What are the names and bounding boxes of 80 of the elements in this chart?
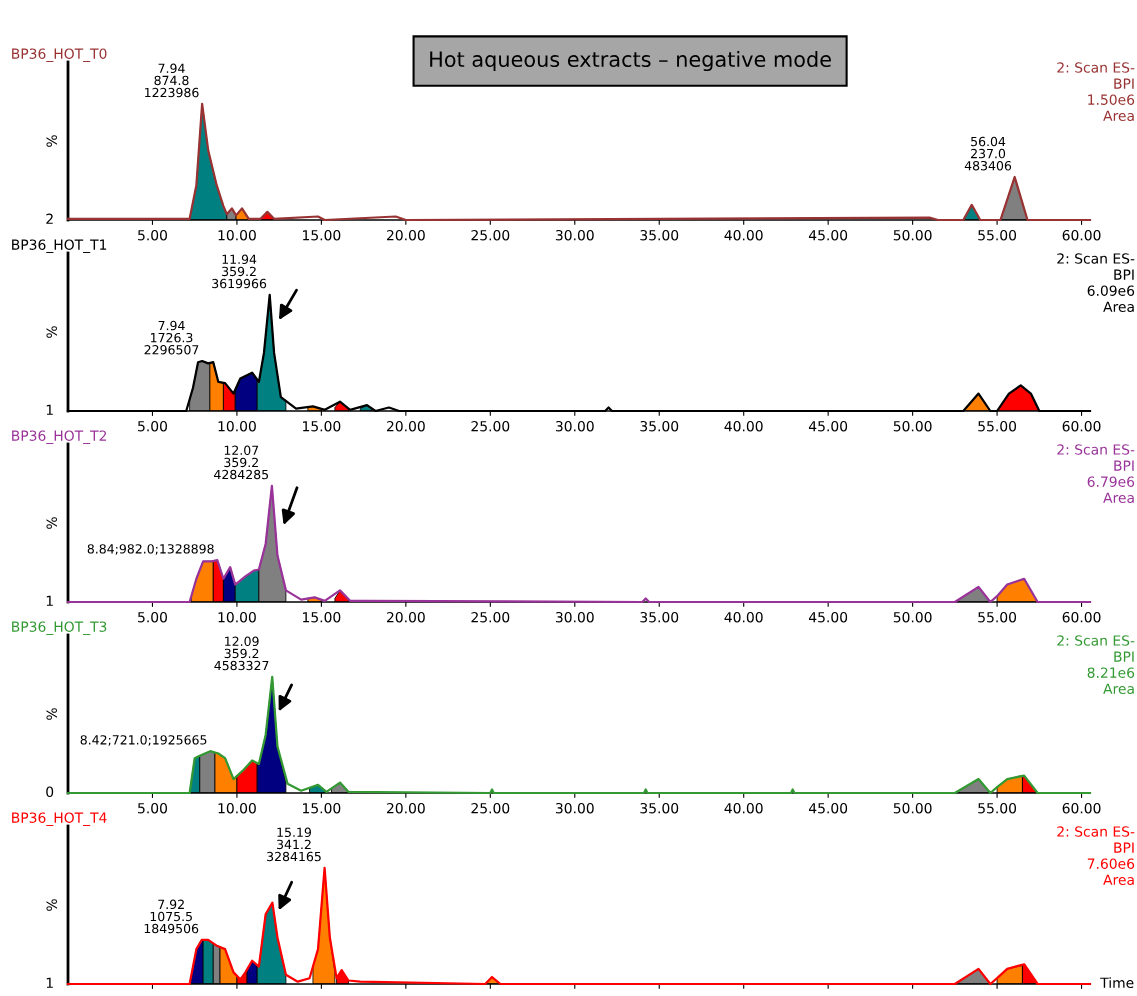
chart-title: BP36_HOT_T4: [12, 812, 107, 826]
x-tick-label: 35.00: [640, 802, 679, 814]
x-tick-label: 60.00: [1062, 611, 1101, 623]
x-tick-label: 20.00: [386, 229, 425, 241]
chart-subtitle: 2: Scan ES- BPI 6.09e6 Area: [1057, 253, 1135, 312]
x-tick-label: 25.00: [471, 802, 510, 814]
x-tick-label: 50.00: [893, 229, 932, 241]
x-tick-label: 35.00: [640, 611, 679, 623]
annotation: 8.42;721.0;1925665: [80, 735, 207, 746]
x-tick-label: 15.00: [303, 420, 341, 432]
x-tick-label: 5.00: [138, 802, 167, 814]
annotation: 12.09 359.2 4583327: [214, 636, 269, 671]
chart-subtitle: 2: Scan ES- BPI 6.79e6 Area: [1057, 444, 1135, 503]
annotation: 7.92 1075.5 1849506: [144, 899, 199, 934]
x-tick-label: 45.00: [808, 420, 848, 432]
chart-title: BP36_HOT_T1: [12, 239, 107, 253]
x-tick-label: 15.00: [303, 229, 341, 241]
y-axis-title: %: [46, 135, 57, 147]
x-tick-label: 5.00: [138, 611, 167, 623]
x-tick-label: 35.00: [640, 420, 679, 432]
chart-title: BP36_HOT_T0: [12, 48, 107, 62]
x-tick-label: 60.00: [1062, 802, 1101, 814]
y-axis-title: %: [46, 326, 57, 338]
annotation: 2: [46, 213, 53, 224]
annotation: 7.94 874.8 1223986: [145, 63, 199, 98]
x-tick-label: 25.00: [471, 611, 510, 623]
chart-subtitle: 2: Scan ES- BPI 1.50e6 Area: [1057, 62, 1135, 121]
chart-title: BP36_HOT_T2: [12, 430, 107, 444]
x-tick-label: 30.00: [555, 420, 594, 432]
annotation: 1: [46, 404, 53, 415]
x-tick-label: 60.00: [1062, 229, 1101, 241]
text: Hot aqueous extracts – negative mode: [430, 50, 831, 72]
x-tick-label: 25.00: [471, 229, 510, 241]
x-tick-label: 10.00: [218, 420, 256, 432]
chart-title: BP36_HOT_T3: [12, 621, 107, 635]
annotation: 1: [46, 595, 53, 606]
x-tick-label: 45.00: [808, 229, 848, 241]
x-tick-label: 10.00: [218, 611, 256, 623]
x-tick-label: 20.00: [386, 420, 425, 432]
x-tick-label: 40.00: [724, 420, 763, 432]
x-tick-label: 5.00: [138, 420, 167, 432]
x-tick-label: 10.00: [218, 229, 256, 241]
x-tick-label: 30.00: [555, 611, 594, 623]
x-tick-label: 20.00: [386, 611, 425, 623]
x-axis-title: Time: [1100, 977, 1134, 989]
x-tick-label: 30.00: [555, 802, 594, 814]
annotation: 56.04 237.0 483406: [964, 136, 1012, 171]
x-tick-label: 50.00: [893, 611, 932, 623]
x-tick-label: 55.00: [978, 229, 1017, 241]
x-tick-label: 5.00: [138, 229, 167, 241]
x-tick-label: 30.00: [555, 229, 594, 241]
x-tick-label: 10.00: [218, 802, 256, 814]
x-tick-label: 45.00: [808, 611, 848, 623]
x-tick-label: 55.00: [978, 420, 1017, 432]
x-tick-label: 15.00: [303, 802, 341, 814]
y-axis-title: %: [46, 708, 57, 720]
x-tick-label: 60.00: [1062, 420, 1101, 432]
x-tick-label: 20.00: [386, 802, 425, 814]
chart-subtitle: 2: Scan ES- BPI 8.21e6 Area: [1057, 635, 1135, 694]
x-tick-label: 40.00: [724, 802, 763, 814]
x-tick-label: 35.00: [640, 229, 679, 241]
x-tick-label: 55.00: [978, 611, 1017, 623]
annotation: 7.94 1726.3 2296507: [144, 320, 199, 355]
x-tick-label: 15.00: [303, 611, 341, 623]
x-tick-label: 40.00: [724, 611, 763, 623]
chart-subtitle: 2: Scan ES- BPI 7.60e6 Area: [1057, 826, 1135, 885]
x-tick-label: 50.00: [893, 420, 932, 432]
x-tick-label: 55.00: [978, 802, 1017, 814]
annotation: 12.07 359.2 4284285: [214, 445, 269, 480]
annotation: 15.19 341.2 3284165: [267, 827, 321, 862]
annotation: 8.84;982.0;1328898: [87, 544, 214, 555]
x-tick-label: 45.00: [808, 802, 848, 814]
x-tick-label: 40.00: [724, 229, 763, 241]
y-axis-title: %: [46, 899, 57, 911]
annotation: 11.94 359.2 3619966: [212, 254, 267, 289]
x-tick-label: 50.00: [893, 802, 932, 814]
annotation: 1: [46, 977, 53, 988]
y-axis-title: %: [46, 517, 57, 529]
annotation: 0: [46, 786, 54, 798]
x-tick-label: 25.00: [471, 420, 510, 432]
